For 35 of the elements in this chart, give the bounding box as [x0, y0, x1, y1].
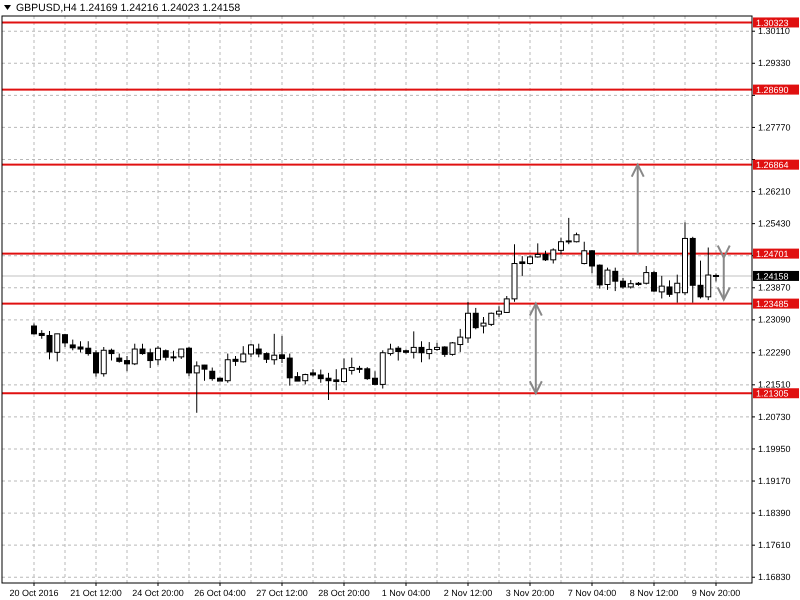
y-tick-label: 1.26210 [758, 186, 791, 196]
x-tick-label: 2 Nov 12:00 [444, 588, 492, 598]
x-tick-label: 24 Oct 20:00 [132, 588, 184, 598]
y-tick-label: 1.21510 [758, 380, 791, 390]
y-tick-label: 1.23090 [758, 314, 791, 325]
y-tick-label: 1.29330 [758, 58, 791, 68]
x-tick-label: 1 Nov 04:00 [382, 588, 430, 598]
x-tick-label: 7 Nov 04:00 [568, 588, 616, 598]
x-tick-label: 8 Nov 12:00 [630, 588, 678, 598]
y-tick-label: 1.20730 [758, 412, 791, 422]
ref-line-label: 1.23485 [756, 299, 789, 310]
y-tick-label: 1.16830 [758, 572, 791, 582]
x-tick-label: 27 Oct 12:00 [256, 588, 308, 598]
y-tick-label: 1.17610 [758, 540, 791, 550]
ref-line-label: 1.26864 [756, 160, 789, 170]
ref-line-label: 1.24158 [756, 271, 789, 282]
y-tick-label: 1.19950 [758, 444, 791, 454]
y-tick-label: 1.30110 [758, 26, 790, 36]
y-tick-label: 1.23870 [758, 282, 791, 293]
x-tick-label: 26 Oct 04:00 [194, 588, 246, 598]
y-tick-label: 1.22290 [758, 348, 791, 358]
y-tick-label: 1.25430 [758, 218, 791, 229]
y-tick-label: 1.27770 [758, 122, 791, 132]
x-tick-label: 28 Oct 20:00 [318, 588, 370, 598]
ref-line-label: 1.21305 [756, 388, 789, 399]
ref-line-label: 1.28690 [756, 85, 789, 96]
x-tick-label: 20 Oct 2016 [9, 588, 59, 598]
chart-title: GBPUSD,H4 1.24169 1.24216 1.24023 1.24158 [16, 2, 240, 14]
ref-line-label: 1.30323 [756, 18, 789, 28]
y-tick-label: 1.18390 [758, 508, 791, 518]
ref-line-label: 1.24701 [756, 249, 789, 260]
x-tick-label: 9 Nov 20:00 [692, 588, 740, 598]
x-tick-label: 3 Nov 20:00 [506, 588, 554, 598]
x-tick-label: 21 Oct 12:00 [70, 588, 122, 598]
y-tick-label: 1.19170 [758, 476, 791, 486]
